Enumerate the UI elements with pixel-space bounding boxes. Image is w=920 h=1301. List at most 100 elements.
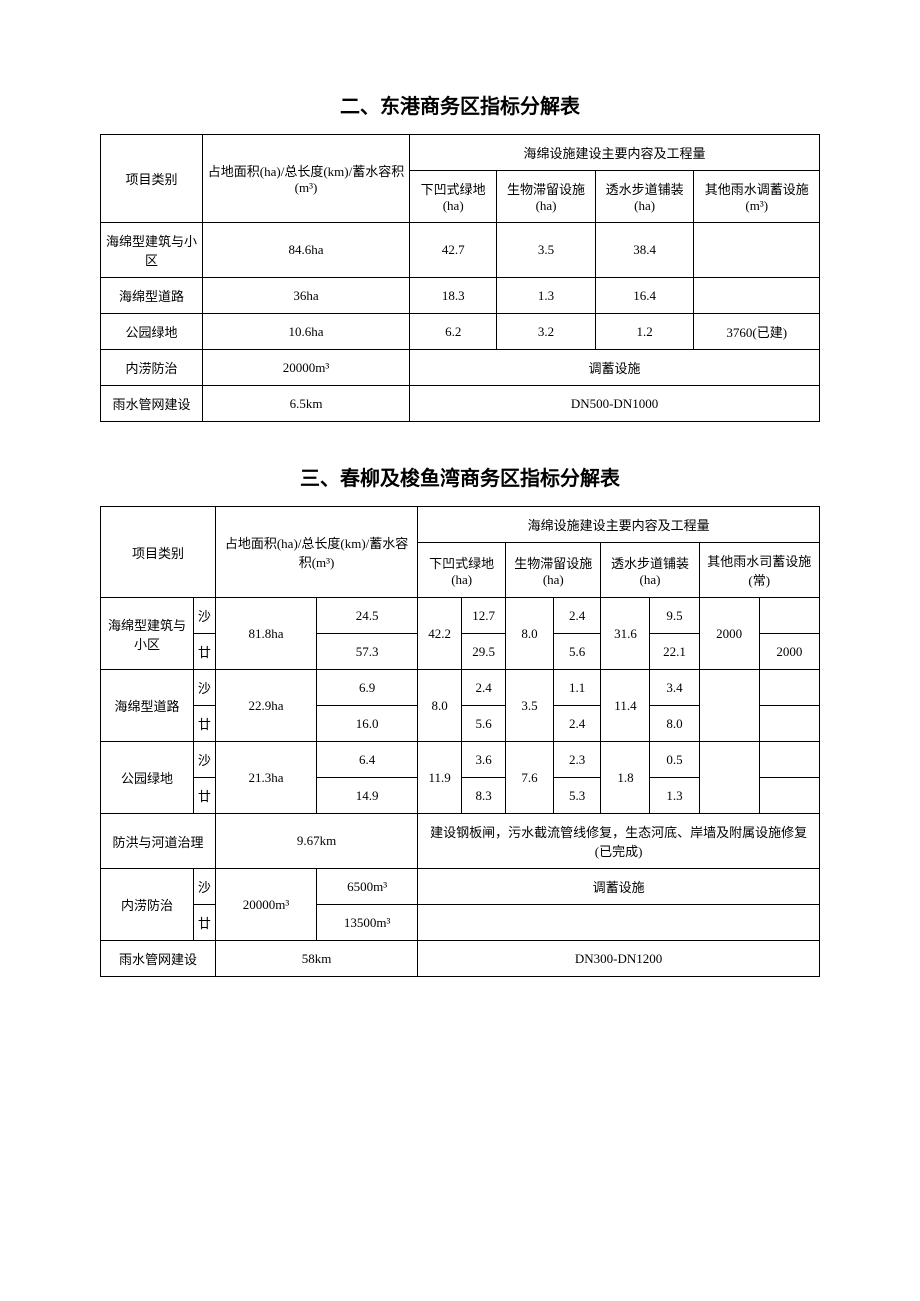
cell: 2000 bbox=[759, 634, 819, 670]
cell: 42.7 bbox=[410, 223, 497, 278]
cell: 13500m³ bbox=[317, 905, 418, 941]
cell: 21.3ha bbox=[215, 742, 316, 814]
table-row: 雨水管网建设 58km DN300-DN1200 bbox=[101, 941, 820, 977]
cell: 公园绿地 bbox=[101, 314, 203, 350]
cell: 9.5 bbox=[650, 598, 699, 634]
table1: 项目类别 占地面积(ha)/总长度(km)/蓄水容积(m³) 海绵设施建设主要内… bbox=[100, 134, 820, 422]
cell: 5.6 bbox=[462, 706, 506, 742]
cell: 8.0 bbox=[418, 670, 462, 742]
cell: 22.1 bbox=[650, 634, 699, 670]
t2-header-sub3: 透水步道铺装(ha) bbox=[601, 543, 699, 598]
table-row: 海绵型建筑与小区 沙 81.8ha 24.5 42.2 12.7 8.0 2.4… bbox=[101, 598, 820, 634]
cell: 84.6ha bbox=[202, 223, 409, 278]
cell bbox=[759, 706, 819, 742]
table-row: 雨水管网建设 6.5km DN500-DN1000 bbox=[101, 386, 820, 422]
cell: 3760(已建) bbox=[694, 314, 820, 350]
t2-header-sub4: 其他雨水司蓄设施(常) bbox=[699, 543, 819, 598]
cell bbox=[418, 905, 820, 941]
table-row: 海绵型道路 沙 22.9ha 6.9 8.0 2.4 3.5 1.1 11.4 … bbox=[101, 670, 820, 706]
cell bbox=[759, 742, 819, 778]
cell: 内涝防治 bbox=[101, 869, 194, 941]
cell: 5.6 bbox=[553, 634, 601, 670]
cell bbox=[759, 670, 819, 706]
cell: 24.5 bbox=[317, 598, 418, 634]
cell bbox=[699, 742, 759, 814]
t1-header-sub2: 生物滞留设施(ha) bbox=[497, 171, 595, 223]
cell: 2.4 bbox=[553, 598, 601, 634]
cell: 建设钢板闸，污水截流管线修复，生态河底、岸墙及附属设施修复(已完成) bbox=[418, 814, 820, 869]
cell: 11.9 bbox=[418, 742, 462, 814]
cell: 海绵型道路 bbox=[101, 278, 203, 314]
cell: 12.7 bbox=[462, 598, 506, 634]
cell: 1.3 bbox=[650, 778, 699, 814]
cell: 2.4 bbox=[462, 670, 506, 706]
cell: 29.5 bbox=[462, 634, 506, 670]
t2-header-content: 海绵设施建设主要内容及工程量 bbox=[418, 507, 820, 543]
table-row: 内涝防治 20000m³ 调蓄设施 bbox=[101, 350, 820, 386]
cell: 海绵型道路 bbox=[101, 670, 194, 742]
table-row: 公园绿地 沙 21.3ha 6.4 11.9 3.6 7.6 2.3 1.8 0… bbox=[101, 742, 820, 778]
cell: 2.4 bbox=[553, 706, 601, 742]
cell bbox=[759, 598, 819, 634]
cell: 雨水管网建设 bbox=[101, 941, 216, 977]
cell: 42.2 bbox=[418, 598, 462, 670]
cell: 9.67km bbox=[215, 814, 417, 869]
t1-header-area: 占地面积(ha)/总长度(km)/蓄水容积(m³) bbox=[202, 135, 409, 223]
cell: 2.3 bbox=[553, 742, 601, 778]
cell: 防洪与河道治理 bbox=[101, 814, 216, 869]
t1-header-category: 项目类别 bbox=[101, 135, 203, 223]
cell: 6.2 bbox=[410, 314, 497, 350]
cell: DN300-DN1200 bbox=[418, 941, 820, 977]
table-row: 防洪与河道治理 9.67km 建设钢板闸，污水截流管线修复，生态河底、岸墙及附属… bbox=[101, 814, 820, 869]
cell: 3.6 bbox=[462, 742, 506, 778]
cell: 7.6 bbox=[506, 742, 554, 814]
cell: 36ha bbox=[202, 278, 409, 314]
table-row: 海绵型道路 36ha 18.3 1.3 16.4 bbox=[101, 278, 820, 314]
cell: 沙 bbox=[193, 598, 215, 634]
cell: 公园绿地 bbox=[101, 742, 194, 814]
table-row: 廿 13500m³ bbox=[101, 905, 820, 941]
cell: 6.4 bbox=[317, 742, 418, 778]
cell: 廿 bbox=[193, 778, 215, 814]
cell: 6500m³ bbox=[317, 869, 418, 905]
cell: 8.0 bbox=[506, 598, 554, 670]
cell: 8.0 bbox=[650, 706, 699, 742]
cell: 16.4 bbox=[595, 278, 694, 314]
cell: 6.9 bbox=[317, 670, 418, 706]
cell: 3.5 bbox=[497, 223, 595, 278]
cell: 沙 bbox=[193, 670, 215, 706]
cell: 内涝防治 bbox=[101, 350, 203, 386]
cell: DN500-DN1000 bbox=[410, 386, 820, 422]
cell: 3.2 bbox=[497, 314, 595, 350]
table2: 项目类别 占地面积(ha)/总长度(km)/蓄水容积(m³) 海绵设施建设主要内… bbox=[100, 506, 820, 977]
cell: 1.2 bbox=[595, 314, 694, 350]
t2-header-area: 占地面积(ha)/总长度(km)/蓄水容积(m³) bbox=[215, 507, 417, 598]
cell: 3.4 bbox=[650, 670, 699, 706]
t1-header-sub3: 透水步道铺装(ha) bbox=[595, 171, 694, 223]
cell: 雨水管网建设 bbox=[101, 386, 203, 422]
cell: 6.5km bbox=[202, 386, 409, 422]
cell: 11.4 bbox=[601, 670, 650, 742]
cell bbox=[694, 278, 820, 314]
table1-title: 二、东港商务区指标分解表 bbox=[100, 90, 820, 119]
t2-header-sub2: 生物滞留设施(ha) bbox=[506, 543, 601, 598]
table2-title: 三、春柳及梭鱼湾商务区指标分解表 bbox=[100, 462, 820, 491]
cell: 调蓄设施 bbox=[418, 869, 820, 905]
cell: 2000 bbox=[699, 598, 759, 670]
table-row: 内涝防治 沙 20000m³ 6500m³ 调蓄设施 bbox=[101, 869, 820, 905]
cell: 20000m³ bbox=[202, 350, 409, 386]
cell: 57.3 bbox=[317, 634, 418, 670]
cell: 14.9 bbox=[317, 778, 418, 814]
cell: 16.0 bbox=[317, 706, 418, 742]
cell: 海绵型建筑与小区 bbox=[101, 223, 203, 278]
cell: 1.8 bbox=[601, 742, 650, 814]
cell: 58km bbox=[215, 941, 417, 977]
cell: 38.4 bbox=[595, 223, 694, 278]
cell: 10.6ha bbox=[202, 314, 409, 350]
t1-header-sub1: 下凹式绿地(ha) bbox=[410, 171, 497, 223]
t1-header-sub4: 其他雨水调蓄设施(m³) bbox=[694, 171, 820, 223]
cell: 沙 bbox=[193, 742, 215, 778]
cell: 3.5 bbox=[506, 670, 554, 742]
cell: 8.3 bbox=[462, 778, 506, 814]
t2-header-category: 项目类别 bbox=[101, 507, 216, 598]
